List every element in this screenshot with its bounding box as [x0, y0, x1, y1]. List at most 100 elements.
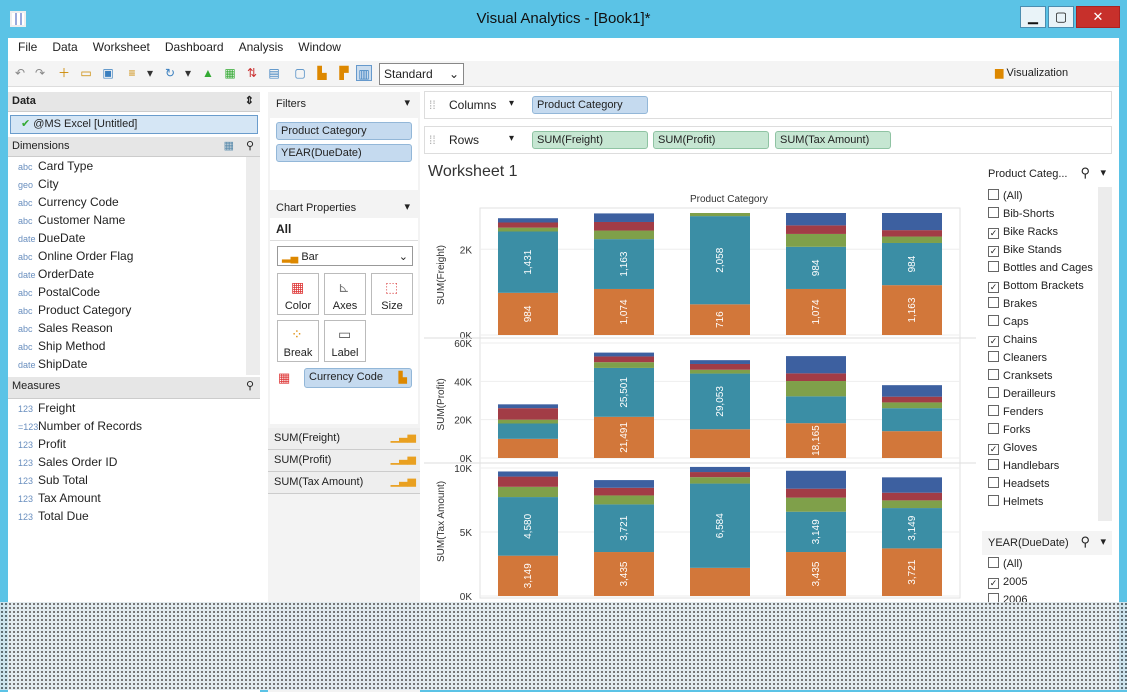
- chevron-down-icon[interactable]: ▾: [509, 98, 515, 109]
- dimension-item[interactable]: geo City: [8, 175, 246, 193]
- view-mode-select[interactable]: Standard ⌄: [379, 63, 464, 85]
- measure-item[interactable]: 123 Freight: [8, 399, 260, 417]
- table-icon[interactable]: ▦: [223, 140, 234, 152]
- dimension-item[interactable]: abc PostalCode: [8, 283, 246, 301]
- filter-option[interactable]: ✓ 2005: [982, 573, 1112, 591]
- columns-pill-product-category[interactable]: Product Category: [532, 96, 648, 114]
- filter-option[interactable]: Cranksets: [982, 367, 1098, 385]
- measure-item[interactable]: 123 Sales Order ID: [8, 453, 260, 471]
- checkbox-icon[interactable]: [988, 405, 999, 416]
- filter-option[interactable]: Handlebars: [982, 457, 1098, 475]
- sort-desc-icon[interactable]: ▛: [339, 66, 349, 80]
- chevron-down-icon[interactable]: ▾: [146, 66, 154, 80]
- checkbox-icon[interactable]: ✓: [988, 246, 999, 257]
- filter-pill-year[interactable]: YEAR(DueDate): [276, 144, 412, 162]
- dimension-item[interactable]: abc Currency Code: [8, 193, 246, 211]
- filter-option[interactable]: ✓ Bike Racks: [982, 223, 1098, 241]
- search-icon[interactable]: ⚲: [245, 140, 254, 152]
- size-button[interactable]: ⬚ Size: [371, 273, 413, 315]
- refresh-icon[interactable]: ↻: [164, 66, 176, 80]
- checkbox-icon[interactable]: [988, 297, 999, 308]
- open-folder-icon[interactable]: ▭: [80, 66, 92, 80]
- search-icon[interactable]: ⚲: [245, 380, 254, 392]
- chevron-down-icon[interactable]: ▾: [509, 133, 515, 144]
- menu-file[interactable]: File: [18, 40, 38, 54]
- checkbox-icon[interactable]: [988, 477, 999, 488]
- filter-option[interactable]: (All): [982, 187, 1098, 205]
- axes-button[interactable]: ⊾ Axes: [324, 273, 366, 315]
- measure-item[interactable]: 123 Profit: [8, 435, 260, 453]
- save-icon[interactable]: ▣: [102, 66, 114, 80]
- fit-icon[interactable]: ▥: [356, 65, 372, 81]
- measure-item[interactable]: 123 Total Due: [8, 507, 260, 525]
- measure-tab-tax[interactable]: SUM(Tax Amount) ▁▃▅: [268, 472, 420, 494]
- filter-option[interactable]: Bottles and Cages: [982, 259, 1098, 277]
- filter-option[interactable]: ✓ Bike Stands: [982, 241, 1098, 259]
- swap-icon[interactable]: ⇅: [246, 66, 258, 80]
- new-icon[interactable]: ＋: [57, 66, 70, 80]
- checkbox-icon[interactable]: [988, 315, 999, 326]
- filter-pill-product-category[interactable]: Product Category: [276, 122, 412, 140]
- select-icon[interactable]: ▢: [294, 66, 306, 80]
- checkbox-icon[interactable]: [988, 423, 999, 434]
- color-field-pill[interactable]: Currency Code ▙: [304, 368, 412, 388]
- checkbox-icon[interactable]: [988, 351, 999, 362]
- data-connection[interactable]: ✔ @MS Excel [Untitled]: [10, 115, 258, 134]
- chevron-down-icon[interactable]: ▾: [404, 97, 410, 109]
- mark-type-select[interactable]: ▂▄ Bar ⌄: [277, 246, 413, 266]
- measure-item[interactable]: 123 Sub Total: [8, 471, 260, 489]
- sort-bars-icon[interactable]: ▙: [317, 66, 327, 80]
- rows-pill-freight[interactable]: SUM(Freight): [532, 131, 648, 149]
- checkbox-icon[interactable]: [988, 387, 999, 398]
- checkbox-icon[interactable]: [988, 495, 999, 506]
- rows-pill-tax[interactable]: SUM(Tax Amount): [775, 131, 891, 149]
- label-button[interactable]: ▭ Label: [324, 320, 366, 362]
- checkbox-icon[interactable]: [988, 369, 999, 380]
- chevron-down-icon[interactable]: ▾: [184, 66, 192, 80]
- checkbox-icon[interactable]: ✓: [988, 228, 999, 239]
- dimension-item[interactable]: abc Customer Name: [8, 211, 246, 229]
- minimize-button[interactable]: ▁: [1020, 6, 1046, 28]
- checkbox-icon[interactable]: [988, 557, 999, 568]
- menu-window[interactable]: Window: [298, 40, 341, 54]
- checkbox-icon[interactable]: ✓: [988, 282, 999, 293]
- dimension-item[interactable]: abc Ship Method: [8, 337, 246, 355]
- filter-option[interactable]: ✓ Bottom Brackets: [982, 277, 1098, 295]
- filter-option[interactable]: Bib-Shorts: [982, 205, 1098, 223]
- filter-option[interactable]: Caps: [982, 313, 1098, 331]
- filter-option[interactable]: ✓ Gloves: [982, 439, 1098, 457]
- menu-dashboard[interactable]: Dashboard: [164, 40, 224, 54]
- color-button[interactable]: ▦ Color: [277, 273, 319, 315]
- dimension-item[interactable]: date DueDate: [8, 229, 246, 247]
- chevron-down-icon[interactable]: ▾: [1100, 167, 1106, 179]
- filter-option[interactable]: Headsets: [982, 475, 1098, 493]
- grid-icon[interactable]: ▦: [224, 66, 236, 80]
- measure-item[interactable]: 123 Tax Amount: [8, 489, 260, 507]
- all-marks-tab[interactable]: All: [270, 218, 418, 241]
- sort-asc-icon[interactable]: ▲: [202, 66, 214, 80]
- chevron-down-icon[interactable]: ▾: [404, 201, 410, 213]
- search-icon[interactable]: ⚲: [1080, 165, 1090, 180]
- menu-analysis[interactable]: Analysis: [238, 40, 284, 54]
- rows-pill-profit[interactable]: SUM(Profit): [653, 131, 769, 149]
- dimension-item[interactable]: date ShipDate: [8, 355, 246, 373]
- measure-tab-freight[interactable]: SUM(Freight) ▁▃▅: [268, 428, 420, 450]
- filter-option[interactable]: Helmets: [982, 493, 1098, 511]
- redo-icon[interactable]: ↷: [34, 66, 46, 80]
- checkbox-icon[interactable]: [988, 459, 999, 470]
- dimension-item[interactable]: date OrderDate: [8, 265, 246, 283]
- menu-data[interactable]: Data: [52, 40, 78, 54]
- connect-data-icon[interactable]: ≡: [128, 66, 136, 80]
- measure-item[interactable]: =123Number of Records: [8, 417, 260, 435]
- filter-option[interactable]: Fenders: [982, 403, 1098, 421]
- filter-option[interactable]: Brakes: [982, 295, 1098, 313]
- filter-option[interactable]: Cleaners: [982, 349, 1098, 367]
- close-button[interactable]: ✕: [1076, 6, 1120, 28]
- chevron-down-icon[interactable]: ▾: [1100, 536, 1106, 548]
- checkbox-icon[interactable]: [988, 207, 999, 218]
- break-button[interactable]: ⁘ Break: [277, 320, 319, 362]
- filter-option[interactable]: ✓ Chains: [982, 331, 1098, 349]
- checkbox-icon[interactable]: [988, 189, 999, 200]
- dimension-item[interactable]: abc Online Order Flag: [8, 247, 246, 265]
- measure-tab-profit[interactable]: SUM(Profit) ▁▃▅: [268, 450, 420, 472]
